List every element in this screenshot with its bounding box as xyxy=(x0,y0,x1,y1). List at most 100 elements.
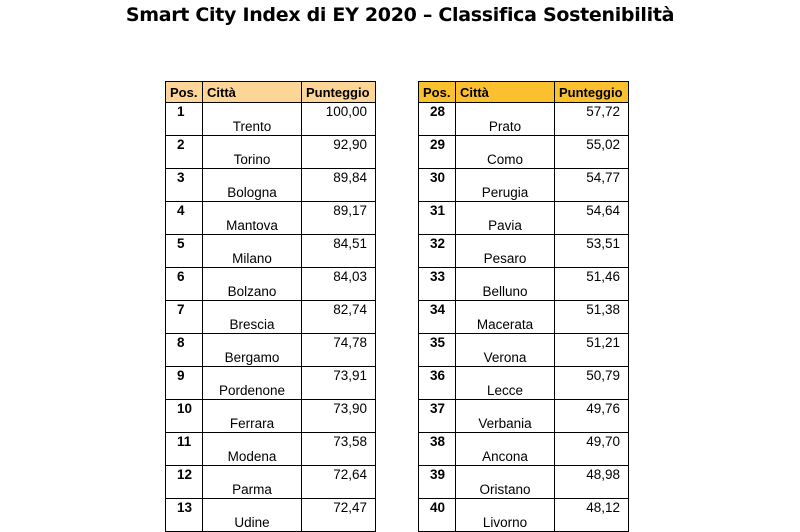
cell-pos: 13 xyxy=(165,498,203,532)
table-row: 10 Ferrara 73,90 xyxy=(165,399,376,433)
cell-score: 92,90 xyxy=(301,135,376,169)
table-row: 36 Lecce 50,79 xyxy=(418,366,629,400)
cell-score: 73,91 xyxy=(301,366,376,400)
ranking-table-right: Pos. Città Punteggio 28 Prato 57,72 29 Como 5… xyxy=(418,81,629,532)
cell-pos: 11 xyxy=(165,432,203,466)
ranking-table-left: Pos. Città Punteggio 1 Trento 100,00 2 Torin… xyxy=(165,81,376,532)
cell-city: Bologna xyxy=(202,168,302,202)
cell-pos: 10 xyxy=(165,399,203,433)
cell-score: 74,78 xyxy=(301,333,376,367)
header-city: Città xyxy=(202,81,302,103)
cell-city: Udine xyxy=(202,498,302,532)
cell-score: 73,90 xyxy=(301,399,376,433)
table-row: 12 Parma 72,64 xyxy=(165,465,376,499)
cell-pos: 3 xyxy=(165,168,203,202)
cell-pos: 8 xyxy=(165,333,203,367)
cell-city: Verbania xyxy=(455,399,555,433)
cell-score: 51,46 xyxy=(554,267,629,301)
cell-score: 100,00 xyxy=(301,102,376,136)
cell-pos: 31 xyxy=(418,201,456,235)
header-pos: Pos. xyxy=(418,81,456,103)
cell-city: Pesaro xyxy=(455,234,555,268)
cell-city: Pavia xyxy=(455,201,555,235)
cell-score: 48,12 xyxy=(554,498,629,532)
table-body-left: 1 Trento 100,00 2 Torino 92,90 3 Bologna 89,84 4 M… xyxy=(165,102,376,532)
table-row: 6 Bolzano 84,03 xyxy=(165,267,376,301)
cell-city: Bergamo xyxy=(202,333,302,367)
table-row: 32 Pesaro 53,51 xyxy=(418,234,629,268)
cell-score: 53,51 xyxy=(554,234,629,268)
cell-pos: 34 xyxy=(418,300,456,334)
cell-pos: 12 xyxy=(165,465,203,499)
header-score: Punteggio xyxy=(554,81,629,103)
cell-city: Ferrara xyxy=(202,399,302,433)
table-row: 7 Brescia 82,74 xyxy=(165,300,376,334)
cell-city: Como xyxy=(455,135,555,169)
cell-pos: 32 xyxy=(418,234,456,268)
cell-score: 89,84 xyxy=(301,168,376,202)
table-row: 35 Verona 51,21 xyxy=(418,333,629,367)
table-row: 2 Torino 92,90 xyxy=(165,135,376,169)
table-row: 8 Bergamo 74,78 xyxy=(165,333,376,367)
header-city: Città xyxy=(455,81,555,103)
table-row: 13 Udine 72,47 xyxy=(165,498,376,532)
cell-score: 50,79 xyxy=(554,366,629,400)
table-row: 33 Belluno 51,46 xyxy=(418,267,629,301)
cell-pos: 7 xyxy=(165,300,203,334)
table-row: 9 Pordenone 73,91 xyxy=(165,366,376,400)
cell-city: Livorno xyxy=(455,498,555,532)
cell-score: 72,64 xyxy=(301,465,376,499)
table-row: 37 Verbania 49,76 xyxy=(418,399,629,433)
cell-score: 57,72 xyxy=(554,102,629,136)
cell-score: 89,17 xyxy=(301,201,376,235)
cell-pos: 38 xyxy=(418,432,456,466)
cell-score: 54,64 xyxy=(554,201,629,235)
cell-pos: 35 xyxy=(418,333,456,367)
cell-pos: 1 xyxy=(165,102,203,136)
cell-pos: 5 xyxy=(165,234,203,268)
cell-score: 48,98 xyxy=(554,465,629,499)
cell-city: Perugia xyxy=(455,168,555,202)
cell-score: 51,21 xyxy=(554,333,629,367)
cell-city: Macerata xyxy=(455,300,555,334)
cell-city: Oristano xyxy=(455,465,555,499)
cell-score: 49,76 xyxy=(554,399,629,433)
cell-pos: 2 xyxy=(165,135,203,169)
cell-city: Verona xyxy=(455,333,555,367)
cell-city: Mantova xyxy=(202,201,302,235)
table-row: 31 Pavia 54,64 xyxy=(418,201,629,235)
table-row: 11 Modena 73,58 xyxy=(165,432,376,466)
table-row: 29 Como 55,02 xyxy=(418,135,629,169)
cell-score: 84,03 xyxy=(301,267,376,301)
table-row: 1 Trento 100,00 xyxy=(165,102,376,136)
page-title: Smart City Index di EY 2020 – Classifica… xyxy=(125,4,675,26)
cell-score: 55,02 xyxy=(554,135,629,169)
cell-city: Bolzano xyxy=(202,267,302,301)
cell-pos: 37 xyxy=(418,399,456,433)
cell-score: 82,74 xyxy=(301,300,376,334)
table-row: 5 Milano 84,51 xyxy=(165,234,376,268)
cell-pos: 4 xyxy=(165,201,203,235)
cell-city: Modena xyxy=(202,432,302,466)
table-row: 4 Mantova 89,17 xyxy=(165,201,376,235)
table-row: 30 Perugia 54,77 xyxy=(418,168,629,202)
cell-score: 84,51 xyxy=(301,234,376,268)
cell-score: 51,38 xyxy=(554,300,629,334)
table-row: 3 Bologna 89,84 xyxy=(165,168,376,202)
table-row: 38 Ancona 49,70 xyxy=(418,432,629,466)
table-row: 28 Prato 57,72 xyxy=(418,102,629,136)
table-row: 40 Livorno 48,12 xyxy=(418,498,629,532)
cell-city: Pordenone xyxy=(202,366,302,400)
cell-score: 73,58 xyxy=(301,432,376,466)
cell-city: Prato xyxy=(455,102,555,136)
header-pos: Pos. xyxy=(165,81,203,103)
table-header-row: Pos. Città Punteggio xyxy=(418,81,629,103)
cell-pos: 6 xyxy=(165,267,203,301)
cell-pos: 33 xyxy=(418,267,456,301)
cell-city: Brescia xyxy=(202,300,302,334)
table-row: 34 Macerata 51,38 xyxy=(418,300,629,334)
cell-pos: 39 xyxy=(418,465,456,499)
table-body-right: 28 Prato 57,72 29 Como 55,02 30 Perugia 54,77 31 P… xyxy=(418,102,629,532)
cell-score: 49,70 xyxy=(554,432,629,466)
cell-pos: 28 xyxy=(418,102,456,136)
